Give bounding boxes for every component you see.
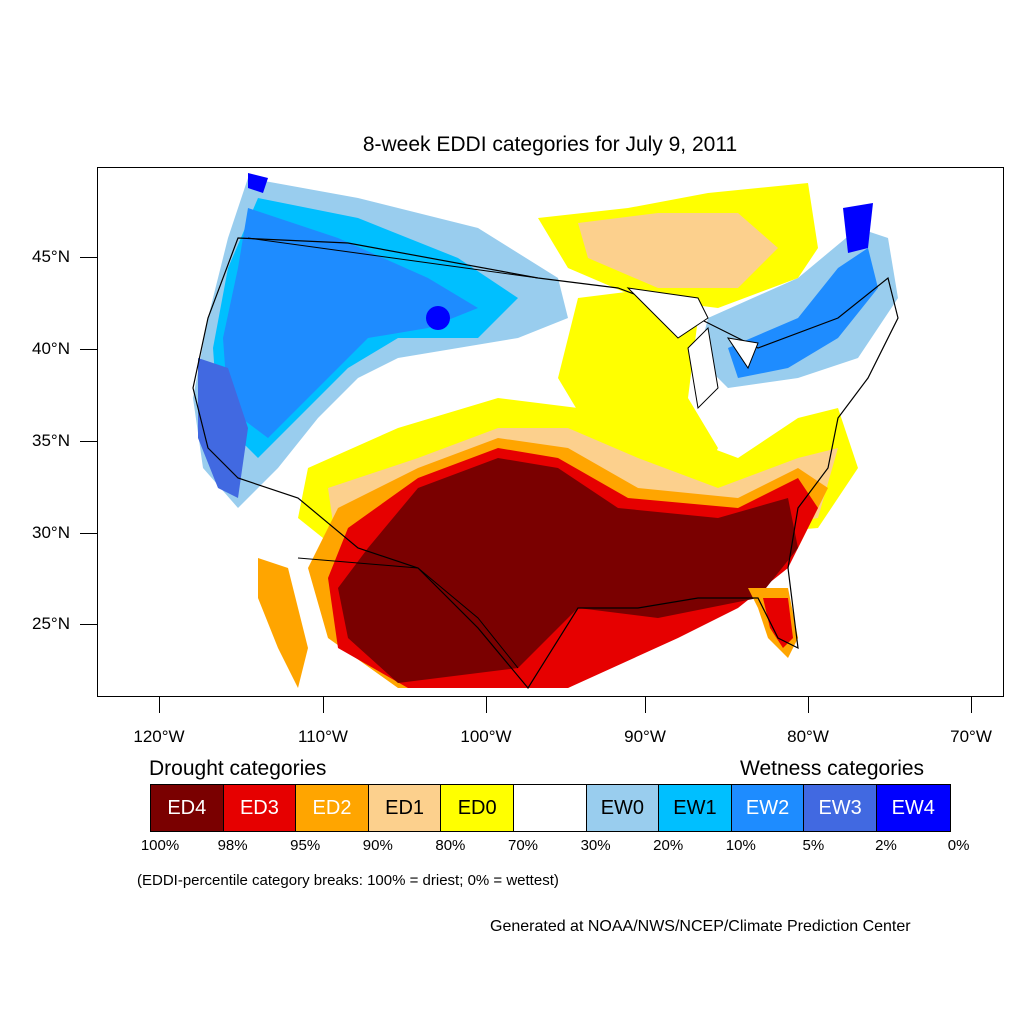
wet-spot-ne-ew4 [248,173,268,193]
percentile-break-label: 95% [290,837,321,854]
drought-heading: Drought categories [149,757,327,780]
lon-label-70: 70°W [950,727,992,746]
percentile-break-label: 30% [580,837,611,854]
legend-box-ew0: EW0 [586,785,660,831]
lon-tick-90 [645,697,646,713]
eddi-map [192,173,899,690]
legend-box-ew4: EW4 [876,785,950,831]
lat-tick-25 [80,624,97,625]
lat-label-35: 35°N [32,431,70,450]
great-lakes [626,287,759,410]
lat-tick-35 [80,441,97,442]
wet-spot-ew4 [426,306,450,330]
legend-box-neutral [513,785,587,831]
legend-box-ed4: ED4 [151,785,224,831]
credit-line: Generated at NOAA/NWS/NCEP/Climate Predi… [490,918,911,935]
lon-tick-80 [808,697,809,713]
wet-region-ew3 [198,358,248,498]
percentile-break-label: 70% [507,837,539,854]
lon-label-100: 100°W [460,727,512,746]
wet-region-ew2 [223,208,478,438]
lat-label-45: 45°N [32,247,70,266]
lat-tick-45 [80,257,97,258]
category-note: (EDDI-percentile category breaks: 100% =… [137,872,559,889]
lon-tick-100 [486,697,487,713]
percentile-break-label: 20% [653,837,684,854]
lon-label-120: 120°W [133,727,185,746]
lon-tick-70 [971,697,972,713]
legend-box-ed1: ED1 [368,785,442,831]
legend-box-ew1: EW1 [659,785,732,831]
lat-label-40: 40°N [32,339,70,358]
percentile-break-label: 10% [725,837,756,854]
dry-canada-ed1 [578,213,778,288]
mexico-border [297,557,519,669]
lon-label-80: 80°W [787,727,829,746]
map-frame [97,167,1004,697]
map-title: 8-week EDDI categories for July 9, 2011 [362,133,738,156]
percentile-break-label: 5% [802,837,825,854]
legend-box-ew3: EW3 [804,785,877,831]
legend-box-ew2: EW2 [731,785,805,831]
dry-baja [258,558,308,688]
lat-tick-30 [80,533,97,534]
percentile-break-label: 90% [362,837,393,854]
percentile-break-label: 98% [217,837,248,854]
percentile-break-label: 2% [875,837,897,854]
lon-tick-120 [159,697,160,713]
percentile-break-label: 100% [140,837,180,854]
lat-label-25: 25°N [32,614,70,633]
lon-tick-110 [323,697,324,713]
lat-label-30: 30°N [32,523,70,542]
dry-florida-ed3 [763,598,793,648]
lon-label-90: 90°W [624,727,666,746]
percentile-break-label: 80% [435,837,466,854]
legend-box-ed0: ED0 [441,785,514,831]
category-legend: ED4 ED3 ED2 ED1 ED0 EW0 EW1 EW2 EW3 EW4 [150,784,951,832]
lat-tick-40 [80,349,97,350]
dry-south-ed4 [338,458,798,683]
wetness-heading: Wetness categories [740,757,925,780]
legend-box-ed3: ED3 [223,785,297,831]
lon-label-110: 110°W [298,727,348,746]
legend-box-ed2: ED2 [296,785,369,831]
canada-border [247,237,539,279]
wet-northeast-ew4 [843,203,873,253]
percentile-break-label: 0% [947,837,970,854]
